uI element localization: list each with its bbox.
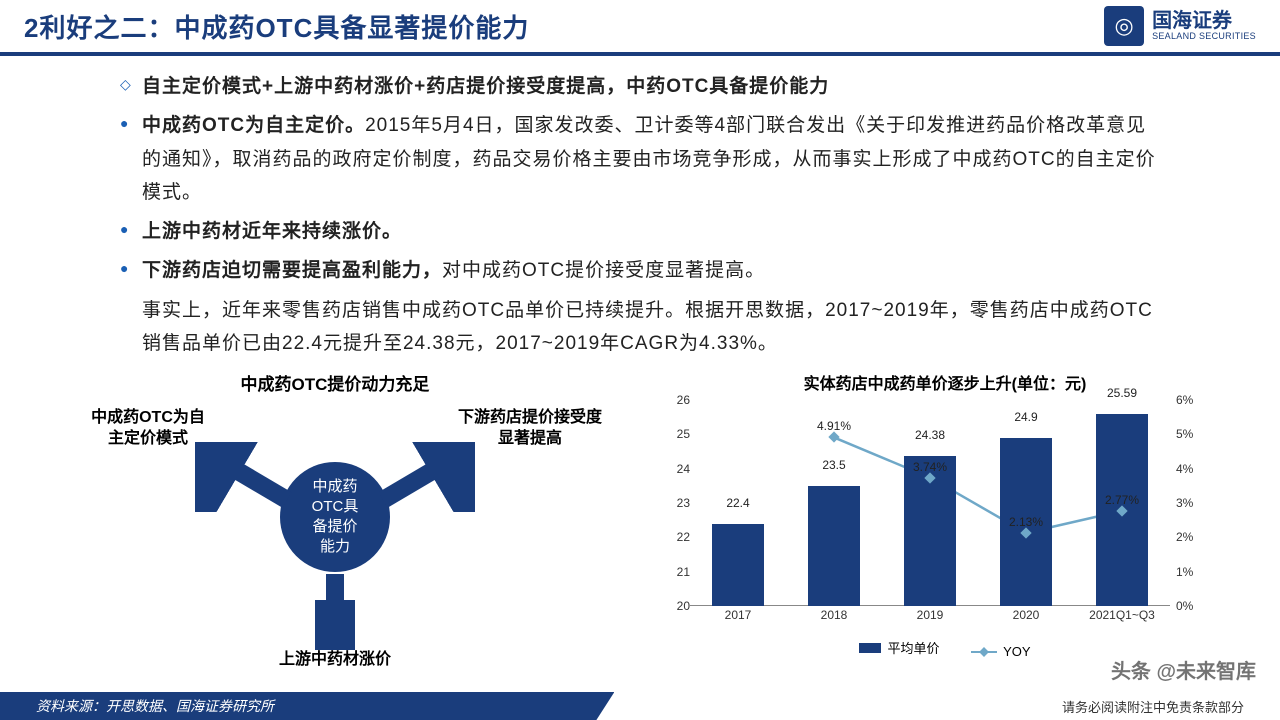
arrow-b-icon — [315, 570, 355, 650]
slide-footer: 资料来源：开思数据、国海证券研究所 请务必阅读附注中免责条款部分 — [0, 692, 1280, 720]
chart-line-label: 3.74% — [913, 459, 947, 473]
chart-bar-label: 23.5 — [822, 458, 845, 472]
chart-x-label: 2018 — [821, 608, 848, 622]
chart-bar-label: 24.38 — [915, 428, 945, 442]
chart-y-axis-right: 0%1%2%3%4%5%6% — [1170, 400, 1210, 606]
legend-line-icon — [971, 651, 997, 653]
chart-x-label: 2021Q1~Q3 — [1089, 608, 1155, 622]
driver-diagram: 中成药OTC提价动力充足 中成药OTC为自主定价模式 下游药店提价接受度显著提高… — [40, 370, 630, 680]
company-logo: ◎ 国海证券 SEALAND SECURITIES — [1104, 6, 1256, 46]
chart-title: 实体药店中成药单价逐步上升(单位：元) — [650, 370, 1240, 394]
slide-title: 2利好之二：中成药OTC具备显著提价能力 — [24, 8, 1104, 45]
footer-source: 资料来源：开思数据、国海证券研究所 — [0, 692, 614, 720]
chart-x-axis: 2017 2018 2019 2020 2021Q1~Q3 — [690, 608, 1170, 626]
chart-line-label: 4.91% — [817, 419, 851, 433]
bullet-summary: ◇ 自主定价模式+上游中药材涨价+药店提价接受度提高，中药OTC具备提价能力 — [120, 70, 1160, 103]
chart-bar-label: 22.4 — [726, 496, 749, 510]
bullet-point-2: ● 上游中药材近年来持续涨价。 — [120, 215, 1160, 248]
chart-x-label: 2020 — [1013, 608, 1040, 622]
chart-plot-area: 22.423.524.3824.925.594.91%3.74%2.13%2.7… — [690, 400, 1170, 606]
chart-bar — [712, 524, 765, 606]
price-chart: 实体药店中成药单价逐步上升(单位：元) 20212223242526 0%1%2… — [650, 370, 1240, 680]
logo-name-cn: 国海证券 — [1152, 10, 1256, 32]
diagram-center-circle: 中成药OTC具备提价能力 — [280, 462, 390, 572]
chart-line-label: 2.13% — [1009, 515, 1043, 529]
diagram-label-b: 上游中药材涨价 — [245, 650, 425, 671]
bullet-point-3: ● 下游药店迫切需要提高盈利能力，对中成药OTC提价接受度显著提高。 — [120, 254, 1160, 287]
chart-y-axis-left: 20212223242526 — [650, 400, 690, 606]
slide-header: 2利好之二：中成药OTC具备显著提价能力 ◎ 国海证券 SEALAND SECU… — [0, 0, 1280, 56]
chart-x-label: 2017 — [725, 608, 752, 622]
logo-name-en: SEALAND SECURITIES — [1152, 32, 1256, 42]
chart-bar-label: 24.9 — [1014, 410, 1037, 424]
chart-x-label: 2019 — [917, 608, 944, 622]
chart-bar — [808, 486, 861, 606]
chart-line-label: 2.77% — [1105, 493, 1139, 507]
arrow-tl-icon — [195, 442, 295, 512]
paragraph-detail: · 事实上，近年来零售药店销售中成药OTC品单价已持续提升。根据开思数据，201… — [120, 294, 1160, 361]
footer-disclaimer: 请务必阅读附注中免责条款部分 — [614, 697, 1280, 716]
logo-mark-icon: ◎ — [1104, 6, 1144, 46]
content-area: ◇ 自主定价模式+上游中药材涨价+药店提价接受度提高，中药OTC具备提价能力 ●… — [0, 56, 1280, 360]
diagram-title: 中成药OTC提价动力充足 — [40, 370, 630, 395]
bullet-point-1: ● 中成药OTC为自主定价。2015年5月4日，国家发改委、卫计委等4部门联合发… — [120, 109, 1160, 209]
chart-bar-label: 25.59 — [1107, 386, 1137, 400]
lower-area: 中成药OTC提价动力充足 中成药OTC为自主定价模式 下游药店提价接受度显著提高… — [0, 366, 1280, 680]
watermark: 头条 @未来智库 — [1105, 653, 1262, 686]
arrow-tr-icon — [375, 442, 475, 512]
legend-bar-icon — [859, 643, 881, 653]
